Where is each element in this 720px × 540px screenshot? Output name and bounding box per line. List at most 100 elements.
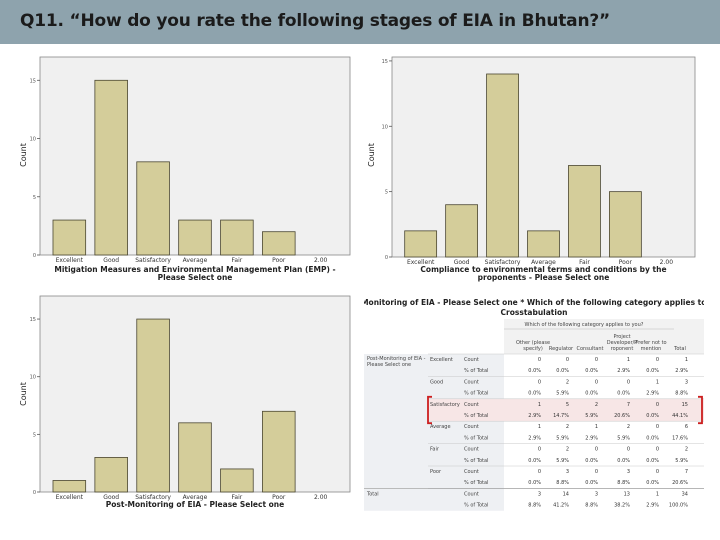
x-tick-label: Poor: [619, 259, 633, 266]
x-tick-label: 2.00: [660, 259, 674, 266]
bar-fair: [568, 165, 601, 258]
crosstab-row-group: Satisfactory: [430, 402, 460, 408]
x-tick-label: Average: [183, 494, 208, 501]
x-tick-label: Satisfactory: [135, 494, 171, 501]
crosstab-cell: 100.0%: [669, 503, 688, 509]
crosstab-cell: 0.0%: [617, 391, 630, 397]
bar-excellent: [52, 480, 87, 493]
bar-average: [178, 219, 212, 256]
crosstab-cell: 2.9%: [646, 503, 659, 509]
crosstab-cell: 34: [682, 491, 688, 497]
crosstab-cell: 0.0%: [528, 368, 541, 374]
y-tick-label: 10: [30, 137, 36, 143]
crosstab-row-stat: % of Total: [464, 503, 488, 509]
crosstab-cell: 8.8%: [675, 391, 688, 397]
y-axis-label: Count: [19, 143, 28, 167]
x-tick-label: Poor: [272, 494, 286, 501]
crosstab-cell: 2.9%: [617, 368, 630, 374]
bar-good: [445, 204, 478, 258]
slide-title: Q11. “How do you rate the following stag…: [20, 11, 610, 31]
crosstab-cell: 0.0%: [528, 458, 541, 464]
crosstab-cell: 14: [563, 491, 569, 497]
crosstab-row-stat: Count: [464, 469, 479, 475]
x-tick-label: 2.00: [314, 494, 328, 501]
x-tick-label: Good: [103, 494, 119, 501]
x-axis-label: Mitigation Measures and Environmental Ma…: [54, 265, 335, 282]
crosstab-cell: 0: [656, 357, 659, 363]
crosstab-cell: 0: [656, 402, 659, 408]
y-tick-label: 10: [382, 124, 388, 130]
bar-good: [94, 79, 128, 256]
crosstab-cell: 15: [682, 402, 688, 408]
crosstab-col-header: Prefer not to mention: [635, 340, 666, 352]
x-axis-label: Compliance to environmental terms and co…: [420, 265, 666, 282]
y-tick-label: 5: [385, 190, 388, 196]
y-tick-label: 5: [33, 432, 36, 438]
bar-satisfactory: [136, 318, 170, 493]
crosstab-cell: 0.0%: [585, 480, 598, 486]
crosstab-cell: 0: [595, 447, 598, 453]
crosstab-row-stat: Count: [464, 379, 479, 385]
crosstab-cell: 0.0%: [528, 391, 541, 397]
x-tick-label: Excellent: [56, 257, 84, 264]
crosstab-cell: 0: [538, 379, 541, 385]
crosstab-row-stat: % of Total: [464, 391, 488, 397]
crosstab-row-stat: % of Total: [464, 458, 488, 464]
crosstab-cell: 1: [685, 357, 688, 363]
x-tick-label: Poor: [272, 257, 286, 264]
crosstab-cell: 0.0%: [585, 368, 598, 374]
crosstab-header-cells: [504, 319, 704, 354]
y-tick-label: 0: [33, 253, 36, 259]
crosstab-cell: 0: [595, 379, 598, 385]
x-tick-label: Average: [531, 259, 556, 266]
crosstab-cell: 2.9%: [585, 435, 598, 441]
x-axis-label: Post-Monitoring of EIA - Please Select o…: [106, 500, 285, 509]
crosstab-cell: 0: [595, 469, 598, 475]
crosstab-cell: 1: [595, 424, 598, 430]
crosstab-col-header: Consultant: [576, 346, 603, 352]
crosstab-cell: 13: [624, 491, 630, 497]
crosstab-rowlabels-bg: [364, 354, 504, 511]
y-tick-label: 15: [30, 78, 36, 84]
crosstab-cell: 5.9%: [556, 458, 569, 464]
crosstab-cell: 2.9%: [675, 368, 688, 374]
crosstab-row-var: Post-Monitoring of EIA -: [367, 356, 426, 362]
crosstab-cell: 7: [685, 469, 688, 475]
crosstab-cell: 3: [538, 491, 541, 497]
plot-area: [391, 56, 696, 258]
x-tick-label: Satisfactory: [135, 257, 171, 264]
crosstab-cell: 3: [566, 469, 569, 475]
crosstab-row-group: Total: [366, 491, 379, 497]
crosstab-cell: 2: [566, 424, 569, 430]
crosstab-cell: 0: [595, 357, 598, 363]
x-tick-label: Fair: [232, 257, 243, 264]
crosstab-cell: 0: [656, 424, 659, 430]
crosstab-highlight-row: [428, 410, 704, 422]
x-tick-label: 2.00: [314, 257, 328, 264]
x-tick-label: Fair: [232, 494, 243, 501]
crosstab-cell: 44.1%: [672, 413, 688, 419]
crosstab-cell: 0.0%: [617, 458, 630, 464]
crosstab-title-line1: Post-Monitoring of EIA - Please Select o…: [364, 298, 704, 307]
crosstab-table: Post-Monitoring of EIA - Please Select o…: [364, 298, 704, 511]
bar-average: [178, 422, 212, 493]
crosstab-cell: 38.2%: [614, 503, 630, 509]
crosstab-cell: 2.9%: [528, 413, 541, 419]
y-tick-label: 15: [30, 317, 36, 323]
crosstab-cell: 5.9%: [556, 435, 569, 441]
crosstab-cell: 2: [595, 402, 598, 408]
crosstab-cell: 0: [538, 447, 541, 453]
bar-satisfactory: [136, 161, 170, 256]
crosstab-row-stat: Count: [464, 424, 479, 430]
bar-excellent: [404, 230, 438, 258]
crosstab-cell: 2.9%: [528, 435, 541, 441]
y-tick-label: 10: [30, 375, 36, 381]
crosstab-cell: 1: [627, 357, 630, 363]
crosstab-row-stat: % of Total: [464, 413, 488, 419]
crosstab-cell: 8.8%: [617, 480, 630, 486]
crosstab-cell: 0: [538, 469, 541, 475]
crosstab-cell: 1: [538, 402, 541, 408]
crosstab-cell: 5: [566, 402, 569, 408]
